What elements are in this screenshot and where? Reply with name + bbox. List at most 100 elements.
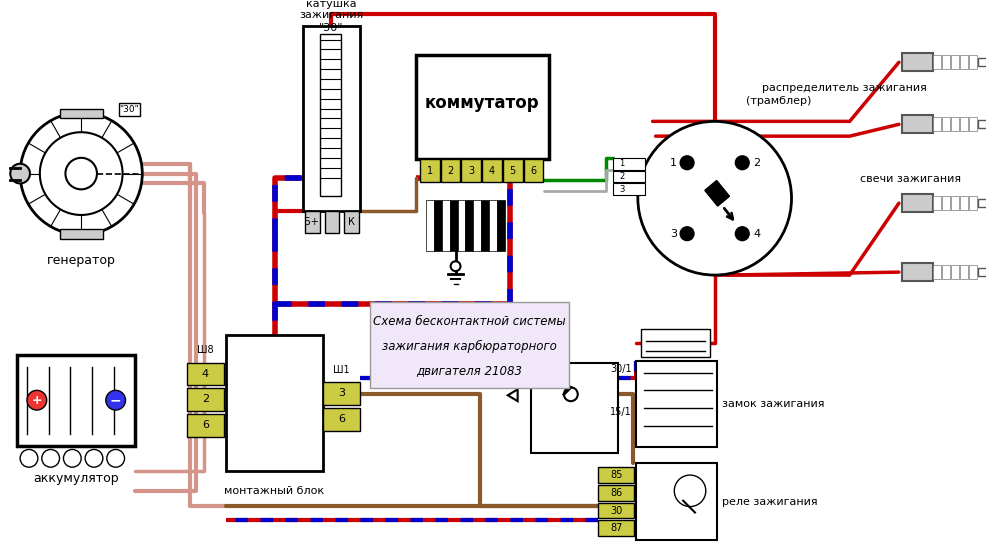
Text: 3: 3 <box>338 388 345 398</box>
Bar <box>60 229 103 239</box>
Text: 15/1: 15/1 <box>610 407 632 417</box>
Text: распределитель зажигания: распределитель зажигания <box>762 83 926 93</box>
Text: 30: 30 <box>610 506 623 515</box>
Bar <box>951 55 959 69</box>
Circle shape <box>638 121 791 275</box>
Bar <box>902 54 933 71</box>
Text: Б+: Б+ <box>305 217 319 227</box>
Text: зажигания карбюраторного: зажигания карбюраторного <box>382 340 557 353</box>
Bar <box>483 159 501 182</box>
Text: 6: 6 <box>202 420 209 430</box>
Circle shape <box>10 164 30 183</box>
Bar <box>640 329 710 357</box>
Text: "30": "30" <box>119 105 139 114</box>
Text: 2: 2 <box>754 158 761 168</box>
Circle shape <box>20 112 142 235</box>
Bar <box>942 55 950 69</box>
Circle shape <box>66 158 97 189</box>
Text: Ш1: Ш1 <box>333 365 350 375</box>
Text: −: − <box>110 393 121 407</box>
Bar <box>323 408 360 431</box>
Bar <box>226 335 323 471</box>
Bar <box>426 200 434 251</box>
Text: (трамблер): (трамблер) <box>746 96 811 106</box>
Text: 4: 4 <box>754 229 761 239</box>
Text: свечи зажигания: свечи зажигания <box>860 174 960 183</box>
Text: 86: 86 <box>610 488 623 498</box>
Bar <box>502 159 522 182</box>
Bar <box>187 414 224 437</box>
Text: +: + <box>32 394 42 407</box>
Bar <box>323 382 360 405</box>
Bar <box>496 200 504 251</box>
Text: К: К <box>348 217 355 227</box>
Text: 85: 85 <box>610 470 623 480</box>
Bar <box>969 55 977 69</box>
Polygon shape <box>507 389 517 401</box>
Text: замок зажигания: замок зажигания <box>722 399 824 409</box>
Text: 6: 6 <box>338 414 345 424</box>
Bar <box>303 26 360 211</box>
Text: коммутатор: коммутатор <box>425 94 539 112</box>
Text: 1: 1 <box>670 158 677 168</box>
Bar <box>933 196 941 210</box>
Bar <box>450 200 458 251</box>
Polygon shape <box>507 372 517 383</box>
Bar <box>523 159 543 182</box>
Bar <box>434 200 442 251</box>
Circle shape <box>64 449 81 467</box>
Bar <box>599 503 634 518</box>
Bar <box>420 159 440 182</box>
Bar <box>933 265 941 279</box>
Bar <box>969 117 977 131</box>
Bar <box>978 58 992 66</box>
Bar <box>482 200 490 251</box>
Circle shape <box>451 262 461 271</box>
Bar <box>187 388 224 411</box>
Bar <box>902 115 933 133</box>
Bar <box>902 263 933 281</box>
Bar <box>369 302 569 388</box>
Text: 4: 4 <box>489 165 496 176</box>
Bar <box>614 158 644 170</box>
Bar <box>933 55 941 69</box>
Text: 1: 1 <box>619 159 625 168</box>
Text: монтажный блок: монтажный блок <box>224 486 325 496</box>
Circle shape <box>736 156 749 170</box>
Bar <box>614 183 644 195</box>
Circle shape <box>106 390 125 410</box>
Text: 2: 2 <box>619 172 625 181</box>
Text: катушка: катушка <box>306 0 356 9</box>
Bar <box>17 355 135 446</box>
Bar <box>636 463 717 540</box>
Text: двигателя 21083: двигателя 21083 <box>416 364 522 377</box>
Bar <box>614 171 644 182</box>
Bar <box>942 265 950 279</box>
Text: 1: 1 <box>427 165 433 176</box>
Circle shape <box>107 449 124 467</box>
Circle shape <box>20 449 38 467</box>
Bar <box>442 200 450 251</box>
Bar <box>636 361 717 448</box>
Bar <box>458 200 466 251</box>
Bar <box>416 55 549 159</box>
Circle shape <box>40 132 122 215</box>
Bar <box>599 520 634 536</box>
Bar <box>474 200 482 251</box>
Text: 3: 3 <box>670 229 677 239</box>
Bar <box>933 117 941 131</box>
Bar <box>441 159 461 182</box>
Circle shape <box>564 387 578 401</box>
Text: 5: 5 <box>509 165 515 176</box>
Text: 30/1: 30/1 <box>611 364 632 373</box>
Text: 87: 87 <box>610 523 623 533</box>
Bar <box>599 485 634 501</box>
Bar <box>118 103 140 116</box>
Bar <box>60 109 103 118</box>
Text: 3: 3 <box>469 165 475 176</box>
Bar <box>942 117 950 131</box>
Bar <box>942 196 950 210</box>
Bar <box>305 211 320 233</box>
Circle shape <box>680 227 694 241</box>
Text: 2: 2 <box>448 165 454 176</box>
